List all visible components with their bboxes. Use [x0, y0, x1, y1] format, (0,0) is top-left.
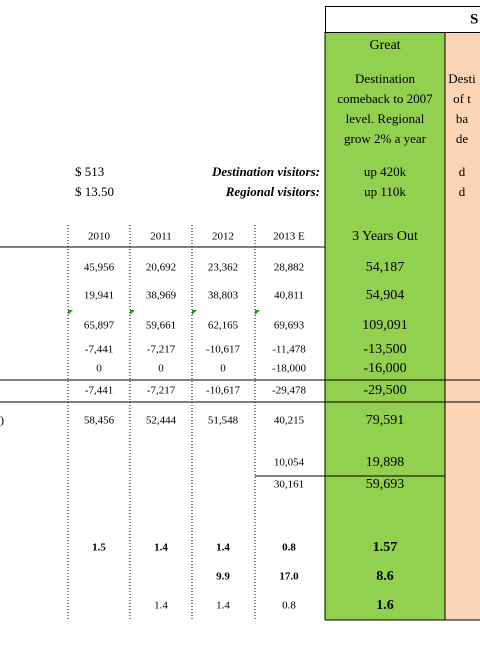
title-box: [326, 7, 480, 33]
cell: 1.57: [373, 540, 398, 555]
cell: 30,161: [274, 479, 304, 491]
next-scenario-description: Desti: [448, 71, 476, 86]
assumption-next: d: [459, 164, 466, 179]
assumption-left: $ 13.50: [75, 184, 114, 199]
cell: -29,500: [363, 383, 406, 398]
cell: 54,187: [366, 260, 405, 275]
cell: 1.4: [154, 542, 168, 554]
cell: -7,217: [147, 344, 176, 356]
cell: 1.4: [216, 542, 230, 554]
scenario-description: comeback to 2007: [337, 91, 433, 106]
cell: 10,054: [274, 457, 305, 469]
cell: 38,969: [146, 290, 177, 302]
scenario-description: Destination: [355, 71, 415, 86]
title: S: [470, 11, 478, 27]
assumption-next: d: [459, 184, 466, 199]
cell: 45,956: [84, 262, 115, 274]
cell: 19,941: [84, 290, 114, 302]
cell: 40,215: [274, 415, 305, 427]
column-header: 2010: [88, 231, 111, 243]
cell: -10,617: [206, 385, 240, 397]
cell: 59,693: [366, 477, 405, 492]
assumption-label: Regional visitors:: [225, 184, 320, 199]
cell: 109,091: [362, 318, 408, 333]
cell: 20,692: [146, 262, 176, 274]
cell: -18,000: [272, 363, 306, 375]
assumption-value: up 110k: [364, 184, 406, 199]
cell: 51,548: [208, 415, 239, 427]
cell: -29,478: [272, 385, 306, 397]
cell: 58,456: [84, 415, 115, 427]
cell: 0: [96, 363, 102, 375]
cell: -16,000: [363, 361, 406, 376]
cell: 65,897: [84, 320, 115, 332]
next-scenario-description: of t: [453, 91, 471, 106]
next-scenario-description: ba: [456, 111, 469, 126]
cell: 0: [220, 363, 226, 375]
cell: -13,500: [363, 342, 406, 357]
cell: 9.9: [216, 571, 230, 583]
cell: 28,882: [274, 262, 304, 274]
assumption-left: $ 513: [75, 164, 104, 179]
cell: 0: [158, 363, 164, 375]
cell: 52,444: [146, 415, 177, 427]
cell: 1.6: [376, 598, 394, 613]
cell: 17.0: [279, 571, 299, 583]
column-header: 2011: [150, 231, 172, 243]
cell: -7,217: [147, 385, 176, 397]
cell: 19,898: [366, 455, 405, 470]
cell: 79,591: [366, 413, 405, 428]
cell: 0.8: [282, 542, 296, 554]
column-header: 2012: [212, 231, 234, 243]
cell-markers: [68, 310, 260, 315]
cell: 69,693: [274, 320, 305, 332]
cell: 54,904: [366, 288, 405, 303]
column-header: 3 Years Out: [352, 229, 418, 244]
scenario-description: grow 2% a year: [344, 131, 427, 146]
cell: -7,441: [85, 385, 113, 397]
cell: 23,362: [208, 262, 238, 274]
scenario-name: Great: [369, 38, 400, 53]
cell: 38,803: [208, 290, 239, 302]
cell: 59,661: [146, 320, 176, 332]
next-scenario-description: de: [456, 131, 469, 146]
cell: 1.4: [154, 600, 168, 612]
cell: -7,441: [85, 344, 113, 356]
cell: -10,617: [206, 344, 240, 356]
scenario-description: level. Regional: [346, 111, 425, 126]
cell: 1.5: [92, 542, 106, 554]
cell: 1.4: [216, 600, 230, 612]
cell: -11,478: [272, 344, 306, 356]
cell: 8.6: [376, 569, 394, 584]
cell: 0.8: [282, 600, 296, 612]
column-header: 2013 E: [273, 231, 305, 243]
assumption-label: Destination visitors:: [211, 164, 320, 179]
cell: 40,811: [274, 290, 304, 302]
assumption-value: up 420k: [364, 164, 407, 179]
cell: 62,165: [208, 320, 239, 332]
row-label: ): [0, 413, 4, 427]
